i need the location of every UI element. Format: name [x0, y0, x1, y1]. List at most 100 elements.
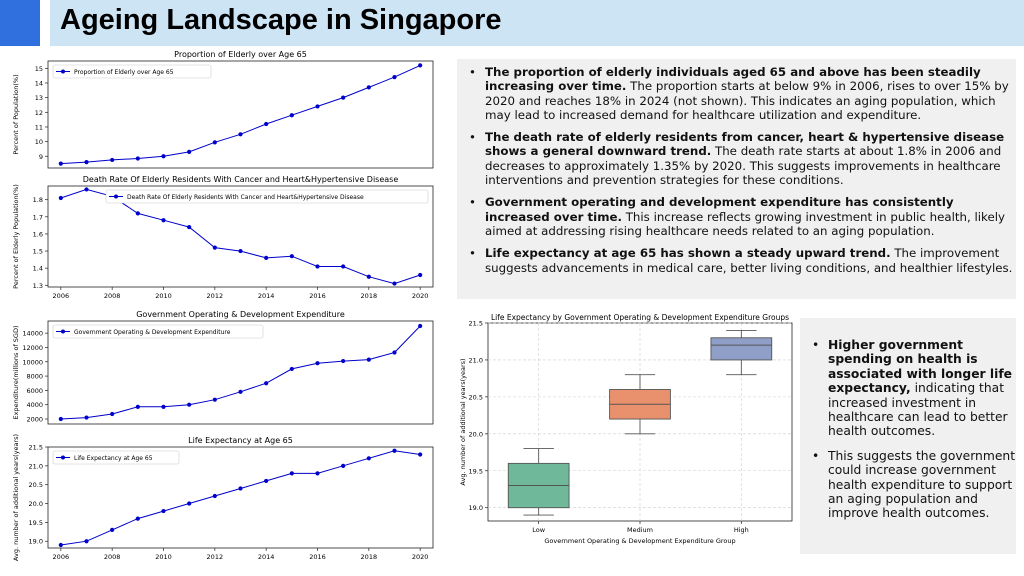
y-tick-label: 1.5	[33, 248, 43, 256]
y-tick-label: 14	[35, 79, 43, 87]
data-point	[238, 389, 243, 394]
x-tick-label: 2014	[258, 553, 275, 561]
x-tick-label: 2008	[104, 292, 121, 300]
y-axis-label: Avg. number of additional years(years)	[12, 434, 20, 561]
data-point	[187, 501, 192, 506]
legend-label: Death Rate Of Elderly Residents With Can…	[127, 194, 364, 201]
data-point	[289, 366, 294, 372]
y-tick-label: 19.5	[29, 519, 43, 527]
x-tick-label: 2006	[53, 292, 70, 300]
chart-expenditure: Government Operating & Development Expen…	[12, 310, 434, 425]
data-point	[161, 404, 166, 409]
y-tick-label: 11	[35, 123, 43, 131]
data-point	[161, 154, 166, 159]
y-axis-label: Expenditure(millions of SGD)	[12, 325, 20, 419]
bullet-spending-association: Higher government spending on health is …	[810, 338, 1016, 439]
data-point	[135, 156, 140, 161]
data-point	[135, 516, 140, 521]
x-tick-label: High	[734, 526, 749, 534]
y-tick-label: 4000	[26, 401, 43, 409]
data-point	[187, 402, 192, 407]
data-point	[187, 224, 192, 230]
data-point	[341, 264, 346, 269]
data-point	[366, 85, 371, 90]
y-tick-label: 2000	[26, 415, 43, 423]
chart-title: Government Operating & Development Expen…	[136, 310, 345, 319]
y-tick-label: 8000	[26, 373, 43, 381]
legend-box	[105, 189, 429, 204]
data-point	[58, 542, 63, 548]
title-band: Ageing Landscape in Singapore	[50, 0, 1024, 46]
data-point	[84, 539, 89, 544]
y-tick-label: 1.7	[33, 213, 43, 221]
y-tick-label: 20.5	[469, 393, 483, 401]
y-tick-label: 21.0	[29, 462, 43, 470]
legend-box	[52, 450, 180, 465]
x-tick-label: 2010	[155, 553, 172, 561]
x-tick-label: 2012	[207, 553, 224, 561]
data-point	[341, 95, 346, 100]
chart-title: Life Expectancy by Government Operating …	[491, 313, 789, 322]
data-point	[418, 452, 423, 457]
data-point	[161, 508, 166, 514]
data-point	[212, 140, 217, 145]
data-point	[315, 104, 320, 109]
data-point	[135, 404, 140, 409]
chart-life-expectancy-boxplot: Life Expectancy by Government Operating …	[459, 313, 793, 545]
data-point	[58, 161, 63, 166]
data-point	[264, 381, 269, 386]
x-tick-label: Low	[532, 526, 545, 534]
y-tick-label: 6000	[26, 387, 43, 395]
data-point	[264, 121, 269, 127]
y-tick-label: 10	[35, 138, 43, 146]
data-point	[341, 358, 346, 364]
bullet-spending-recommendation: This suggests the government could incre…	[810, 449, 1016, 521]
data-point	[392, 448, 397, 453]
data-point	[264, 255, 269, 260]
data-point	[84, 160, 89, 165]
chart-elderly-proportion: Proportion of Elderly over Age 65 9 10 11 12…	[12, 50, 434, 169]
data-point	[366, 456, 371, 461]
data-point	[392, 350, 397, 355]
data-point	[366, 357, 371, 362]
y-tick-label: 12000	[22, 344, 43, 352]
x-tick-label: 2010	[155, 292, 172, 300]
chart-life-expectancy: Life Expectancy at Age 65 19.0 19.5 20.0 20.…	[12, 434, 434, 561]
data-point	[418, 63, 423, 68]
bullet-elderly-proportion: The proportion of elderly individuals ag…	[467, 65, 1016, 122]
data-point	[289, 113, 294, 118]
y-tick-label: 19.5	[469, 467, 483, 475]
y-tick-label: 1.4	[33, 265, 43, 273]
chart-title: Death Rate Of Elderly Residents With Can…	[83, 175, 399, 184]
x-tick-label: 2012	[207, 292, 224, 300]
data-point	[315, 264, 320, 269]
data-point	[289, 471, 294, 476]
legend-box	[52, 64, 212, 79]
x-tick-label: 2020	[412, 553, 429, 561]
data-point	[58, 195, 63, 201]
y-tick-label: 20.0	[469, 430, 483, 438]
x-tick-label: 2018	[361, 292, 378, 300]
data-point	[161, 218, 166, 223]
legend-label: Life Expectancy at Age 65	[74, 455, 153, 462]
x-tick-label: Medium	[627, 526, 653, 534]
data-point	[135, 211, 140, 216]
x-tick-label: 2016	[309, 292, 326, 300]
legend-label: Proportion of Elderly over Age 65	[74, 69, 174, 76]
y-axis-label: Percent of Elderly Population(%)	[12, 184, 20, 289]
bullet-life-expectancy: Life expectancy at age 65 has shown a st…	[467, 246, 1016, 275]
data-point	[212, 493, 217, 499]
y-tick-label: 14000	[22, 330, 43, 338]
y-tick-label: 19.0	[469, 504, 483, 512]
data-point	[264, 478, 269, 484]
data-point	[110, 411, 115, 417]
y-tick-label: 19.0	[29, 538, 43, 546]
y-tick-label: 10000	[22, 358, 43, 366]
data-point	[110, 527, 115, 533]
data-point	[392, 281, 397, 286]
legend-marker	[61, 329, 65, 334]
y-tick-label: 20.5	[29, 481, 43, 489]
legend-box	[52, 324, 264, 339]
x-tick-label: 2014	[258, 292, 275, 300]
data-point	[392, 75, 397, 80]
